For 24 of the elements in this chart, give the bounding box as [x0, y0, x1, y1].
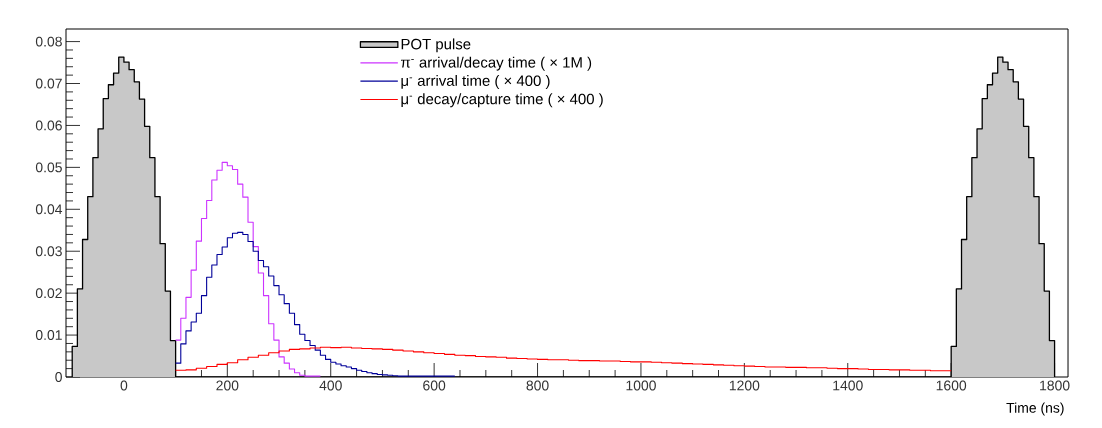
x-axis-title: Time (ns) — [1006, 402, 1064, 416]
x-tick-label: 1200 — [729, 380, 760, 391]
y-tick-label: 0.05 — [35, 162, 62, 173]
x-tick-label: 200 — [216, 380, 239, 391]
y-tick-label: 0.03 — [35, 246, 62, 257]
x-tick-label: 1000 — [626, 380, 656, 391]
x-tick-label: 1600 — [936, 380, 967, 391]
y-tick-label: 0 — [55, 372, 62, 382]
y-tick-label: 0.08 — [35, 36, 62, 47]
x-tick-label: 1400 — [833, 380, 863, 391]
x-tick-label: 800 — [526, 380, 549, 391]
y-tick-label: 0.06 — [35, 120, 62, 131]
legend-label: μ$^{-}$ decay/capture time ( × 400 ) — [401, 93, 603, 108]
legend-label: π$^{-}$ arrival/decay time ( × 1M ) — [401, 56, 592, 71]
x-tick-label: 400 — [319, 380, 342, 391]
x-tick-label: 600 — [423, 380, 446, 391]
legend-label: μ$^{-}$ arrival time ( × 400 ) — [401, 75, 550, 89]
legend-label: POT pulse — [401, 38, 471, 53]
y-tick-label: 0.01 — [35, 330, 62, 341]
y-tick-label: 0.02 — [35, 288, 62, 299]
y-tick-label: 0.07 — [35, 78, 62, 89]
x-tick-label: 1800 — [1040, 380, 1070, 391]
x-tick-label: 0 — [120, 380, 128, 391]
y-tick-label: 0.04 — [35, 204, 63, 215]
